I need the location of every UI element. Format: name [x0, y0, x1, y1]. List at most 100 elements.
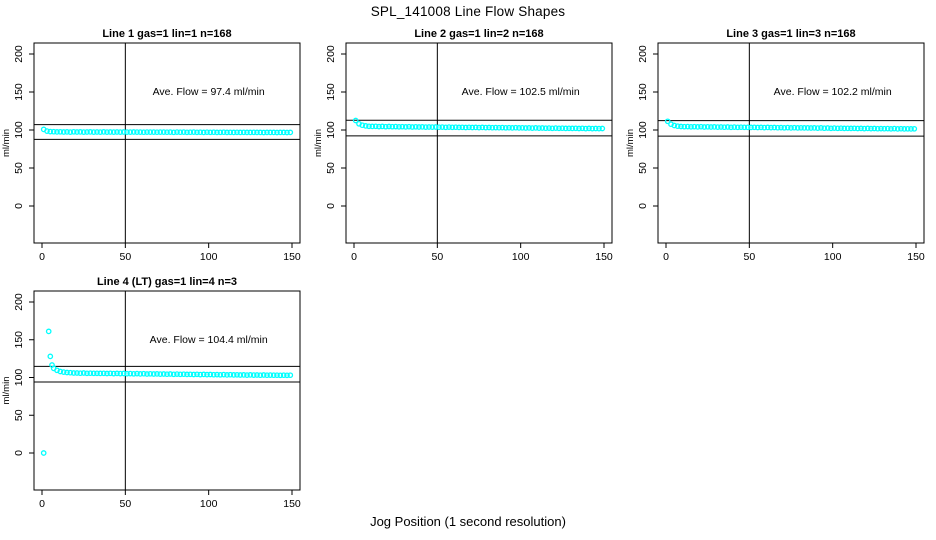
- data-point: [734, 124, 741, 131]
- data-point: [688, 123, 694, 130]
- data-point: [874, 125, 881, 132]
- data-point: [164, 129, 170, 136]
- data-point: [678, 123, 684, 130]
- data-point: [861, 125, 868, 132]
- data-point: [486, 124, 492, 131]
- data-point: [489, 124, 496, 131]
- data-point: [589, 125, 596, 132]
- x-tick-label: 50: [743, 251, 755, 263]
- data-point: [532, 125, 539, 131]
- data-point: [80, 129, 87, 135]
- x-tick-label: 150: [283, 251, 301, 263]
- data-point: [359, 122, 366, 129]
- data-point: [728, 124, 734, 131]
- data-point: [120, 129, 127, 135]
- data-point: [277, 372, 284, 379]
- data-point: [774, 124, 781, 131]
- x-tick-label: 100: [512, 251, 530, 263]
- data-point: [838, 125, 844, 132]
- data-point: [257, 129, 264, 136]
- data-point: [794, 125, 801, 131]
- data-point: [100, 370, 107, 377]
- x-tick-label: 150: [907, 251, 925, 263]
- data-point: [552, 125, 559, 131]
- data-point: [439, 124, 446, 130]
- y-tick-label: 50: [325, 162, 337, 174]
- data-point: [901, 126, 908, 132]
- data-point: [80, 370, 87, 376]
- data-point: [432, 124, 439, 130]
- panel-title: Line 2 gas=1 lin=2 n=168: [414, 28, 543, 40]
- data-point: [284, 129, 290, 136]
- data-point: [234, 371, 240, 378]
- data-point: [509, 125, 516, 131]
- y-tick-label: 150: [325, 83, 337, 101]
- data-point: [47, 128, 54, 135]
- data-point: [227, 371, 234, 378]
- data-point: [230, 129, 237, 136]
- data-point: [94, 370, 100, 377]
- data-series: [40, 328, 294, 456]
- y-tick-label: 0: [13, 203, 25, 209]
- data-point: [257, 372, 264, 379]
- data-point: [748, 124, 754, 131]
- y-axis-unit-label: ml/min: [313, 129, 324, 157]
- data-point: [144, 129, 150, 135]
- data-point: [77, 370, 84, 377]
- y-tick-label: 200: [13, 45, 25, 63]
- data-point: [572, 125, 579, 132]
- x-tick-label: 0: [39, 251, 45, 263]
- plot-border: [33, 290, 301, 491]
- data-point: [781, 124, 788, 131]
- main-title: SPL_141008 Line Flow Shapes: [370, 4, 566, 19]
- x-tick-label: 100: [824, 251, 842, 263]
- data-point: [539, 125, 546, 131]
- data-point: [127, 129, 134, 135]
- data-point: [114, 370, 120, 377]
- data-point: [698, 123, 704, 130]
- data-point: [888, 125, 894, 132]
- data-point: [194, 371, 200, 378]
- data-point: [429, 124, 436, 130]
- y-tick-label: 0: [325, 203, 337, 209]
- panel-line-3-chart: 0 50 100 150 0 50 100 150 200 ml/min Line 3 gas=1 …: [625, 28, 925, 263]
- data-point: [267, 372, 274, 378]
- y-tick-label: 50: [13, 162, 25, 174]
- data-point: [60, 369, 67, 375]
- data-point: [244, 129, 250, 136]
- plot-border: [345, 42, 613, 244]
- data-point: [824, 125, 831, 131]
- data-point: [372, 123, 379, 130]
- data-point: [858, 125, 864, 132]
- data-point: [270, 372, 277, 379]
- data-point: [224, 129, 230, 136]
- data-point: [44, 128, 50, 134]
- data-point: [264, 372, 270, 379]
- data-point: [704, 123, 711, 130]
- data-point: [459, 124, 466, 131]
- data-point: [808, 125, 814, 131]
- data-point: [904, 125, 911, 132]
- data-point: [701, 124, 708, 130]
- data-point: [184, 129, 190, 136]
- data-point: [140, 129, 147, 136]
- panel-title: Line 4 (LT) gas=1 lin=4 n=3: [97, 276, 237, 288]
- data-point: [466, 124, 472, 131]
- data-point: [409, 124, 416, 130]
- data-point: [898, 125, 904, 132]
- x-tick-label: 0: [351, 251, 357, 263]
- data-point: [40, 450, 47, 456]
- data-point: [214, 129, 220, 136]
- data-point: [250, 129, 257, 136]
- data-point: [586, 125, 592, 132]
- data-point: [556, 125, 562, 132]
- data-point: [754, 124, 761, 131]
- data-point: [54, 367, 60, 374]
- data-point: [596, 125, 602, 132]
- data-point: [366, 123, 372, 130]
- data-point: [274, 372, 280, 379]
- data-point: [402, 124, 409, 130]
- data-point: [237, 129, 244, 136]
- data-point: [738, 124, 744, 131]
